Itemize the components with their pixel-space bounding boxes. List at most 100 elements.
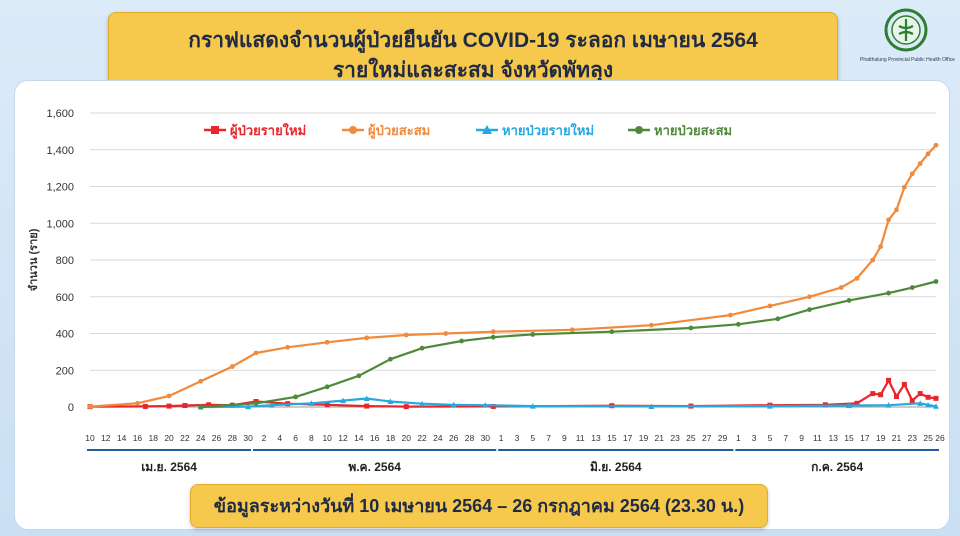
data-point-cumulative_cases [728, 312, 733, 318]
x-tick-label: 2 [262, 433, 267, 443]
x-tick-label: 11 [576, 433, 585, 443]
data-point-new_cases [166, 403, 172, 409]
data-point-cumulative_recovered [735, 321, 741, 327]
x-tick-label: 11 [813, 433, 822, 443]
x-tick-label: 8 [309, 433, 314, 443]
x-tick-label: 22 [180, 433, 190, 443]
emblem-icon [884, 8, 928, 52]
data-point-cumulative_recovered [933, 279, 939, 284]
data-point-new_recovered [885, 402, 892, 408]
x-tick-label: 25 [923, 433, 933, 443]
x-tick-label: 4 [277, 433, 282, 443]
data-point-cumulative_cases [285, 344, 291, 350]
x-tick-label: 22 [417, 433, 427, 443]
data-point-new_cases [142, 403, 148, 409]
series-line-new_recovered [200, 397, 937, 409]
legend-label-cumulative_cases: ผู้ป่วยสะสม [368, 123, 430, 139]
x-tick-label: 17 [623, 433, 633, 443]
x-tick-label: 26 [449, 433, 459, 443]
x-tick-label: 26 [212, 433, 222, 443]
x-tick-label: 20 [402, 433, 412, 443]
data-point-new_cases [324, 402, 330, 408]
x-tick-label: 26 [935, 433, 945, 443]
data-point-new_cases [870, 391, 876, 397]
x-tick-label: 9 [799, 433, 804, 443]
legend-marker [482, 125, 492, 134]
data-point-cumulative_cases [490, 329, 496, 335]
month-label: พ.ค. 2564 [348, 460, 401, 474]
data-point-new_cases [182, 403, 188, 409]
legend-marker [211, 126, 219, 134]
month-label: เม.ย. 2564 [141, 460, 197, 474]
data-point-cumulative_cases [648, 322, 654, 328]
data-point-new_recovered [482, 402, 489, 408]
data-point-cumulative_cases [443, 331, 449, 336]
x-tick-label: 21 [655, 433, 665, 443]
data-point-new_cases [886, 377, 892, 383]
data-point-cumulative_recovered [388, 356, 393, 362]
y-tick-label: 600 [56, 292, 74, 304]
y-axis-title: จำนวน (ราย) [27, 228, 40, 291]
data-point-new_recovered [933, 403, 939, 409]
data-point-new_cases [933, 395, 939, 401]
data-point-cumulative_cases [894, 207, 899, 213]
data-point-new_recovered [529, 403, 536, 409]
data-point-new_cases [364, 403, 370, 409]
x-tick-label: 15 [844, 433, 854, 443]
data-point-cumulative_recovered [356, 373, 362, 379]
data-point-cumulative_cases [87, 404, 93, 410]
data-point-cumulative_recovered [807, 307, 812, 313]
data-point-new_cases [901, 381, 907, 387]
x-tick-label: 16 [133, 433, 143, 443]
x-tick-label: 21 [892, 433, 902, 443]
data-point-new_cases [917, 391, 923, 397]
x-tick-label: 24 [433, 433, 443, 443]
month-label: มิ.ย. 2564 [590, 460, 642, 474]
x-tick-label: 29 [718, 433, 728, 443]
x-tick-label: 1 [736, 433, 741, 443]
data-point-cumulative_recovered [253, 400, 259, 406]
data-point-cumulative_recovered [909, 285, 915, 290]
data-point-cumulative_recovered [419, 345, 425, 351]
legend-marker [635, 126, 643, 134]
y-tick-label: 1,200 [46, 182, 74, 194]
data-point-cumulative_cases [917, 161, 923, 166]
x-tick-label: 12 [101, 433, 111, 443]
chart-title-line1: กราฟแสดงจำนวนผู้ป่วยยืนยัน COVID-19 ระลอ… [188, 29, 758, 52]
data-point-cumulative_cases [403, 332, 409, 338]
data-point-cumulative_cases [198, 378, 204, 384]
x-tick-label: 27 [702, 433, 712, 443]
data-point-new_cases [403, 404, 409, 410]
y-tick-label: 1,400 [46, 145, 74, 157]
data-point-new_recovered [363, 395, 370, 402]
data-point-new_recovered [925, 401, 932, 408]
data-point-cumulative_cases [909, 171, 915, 177]
y-tick-label: 800 [56, 255, 74, 267]
data-point-new_recovered [245, 403, 252, 410]
x-tick-label: 25 [686, 433, 696, 443]
x-tick-label: 30 [243, 433, 253, 443]
data-point-cumulative_cases [870, 257, 876, 263]
data-point-cumulative_cases [838, 285, 844, 290]
data-point-cumulative_cases [925, 151, 931, 157]
data-point-cumulative_cases [135, 400, 140, 406]
data-point-new_recovered [308, 400, 315, 406]
x-tick-label: 23 [908, 433, 918, 443]
legend-marker [349, 126, 357, 134]
data-point-new_recovered [917, 400, 924, 406]
x-tick-label: 19 [876, 433, 886, 443]
x-tick-label: 14 [117, 433, 127, 443]
y-tick-label: 400 [56, 329, 74, 341]
data-point-cumulative_recovered [459, 338, 465, 344]
data-point-cumulative_cases [166, 393, 172, 399]
series-line-cumulative_cases [89, 144, 937, 408]
x-tick-label: 10 [322, 433, 332, 443]
data-point-cumulative_cases [229, 364, 235, 369]
x-tick-label: 18 [149, 433, 159, 443]
x-tick-label: 14 [354, 433, 364, 443]
x-tick-label: 17 [860, 433, 870, 443]
data-point-cumulative_recovered [530, 332, 536, 337]
logo-caption: Phatthalung Provincial Public Health Off… [860, 57, 955, 63]
data-point-cumulative_cases [253, 350, 259, 356]
data-point-new_recovered [648, 403, 655, 409]
